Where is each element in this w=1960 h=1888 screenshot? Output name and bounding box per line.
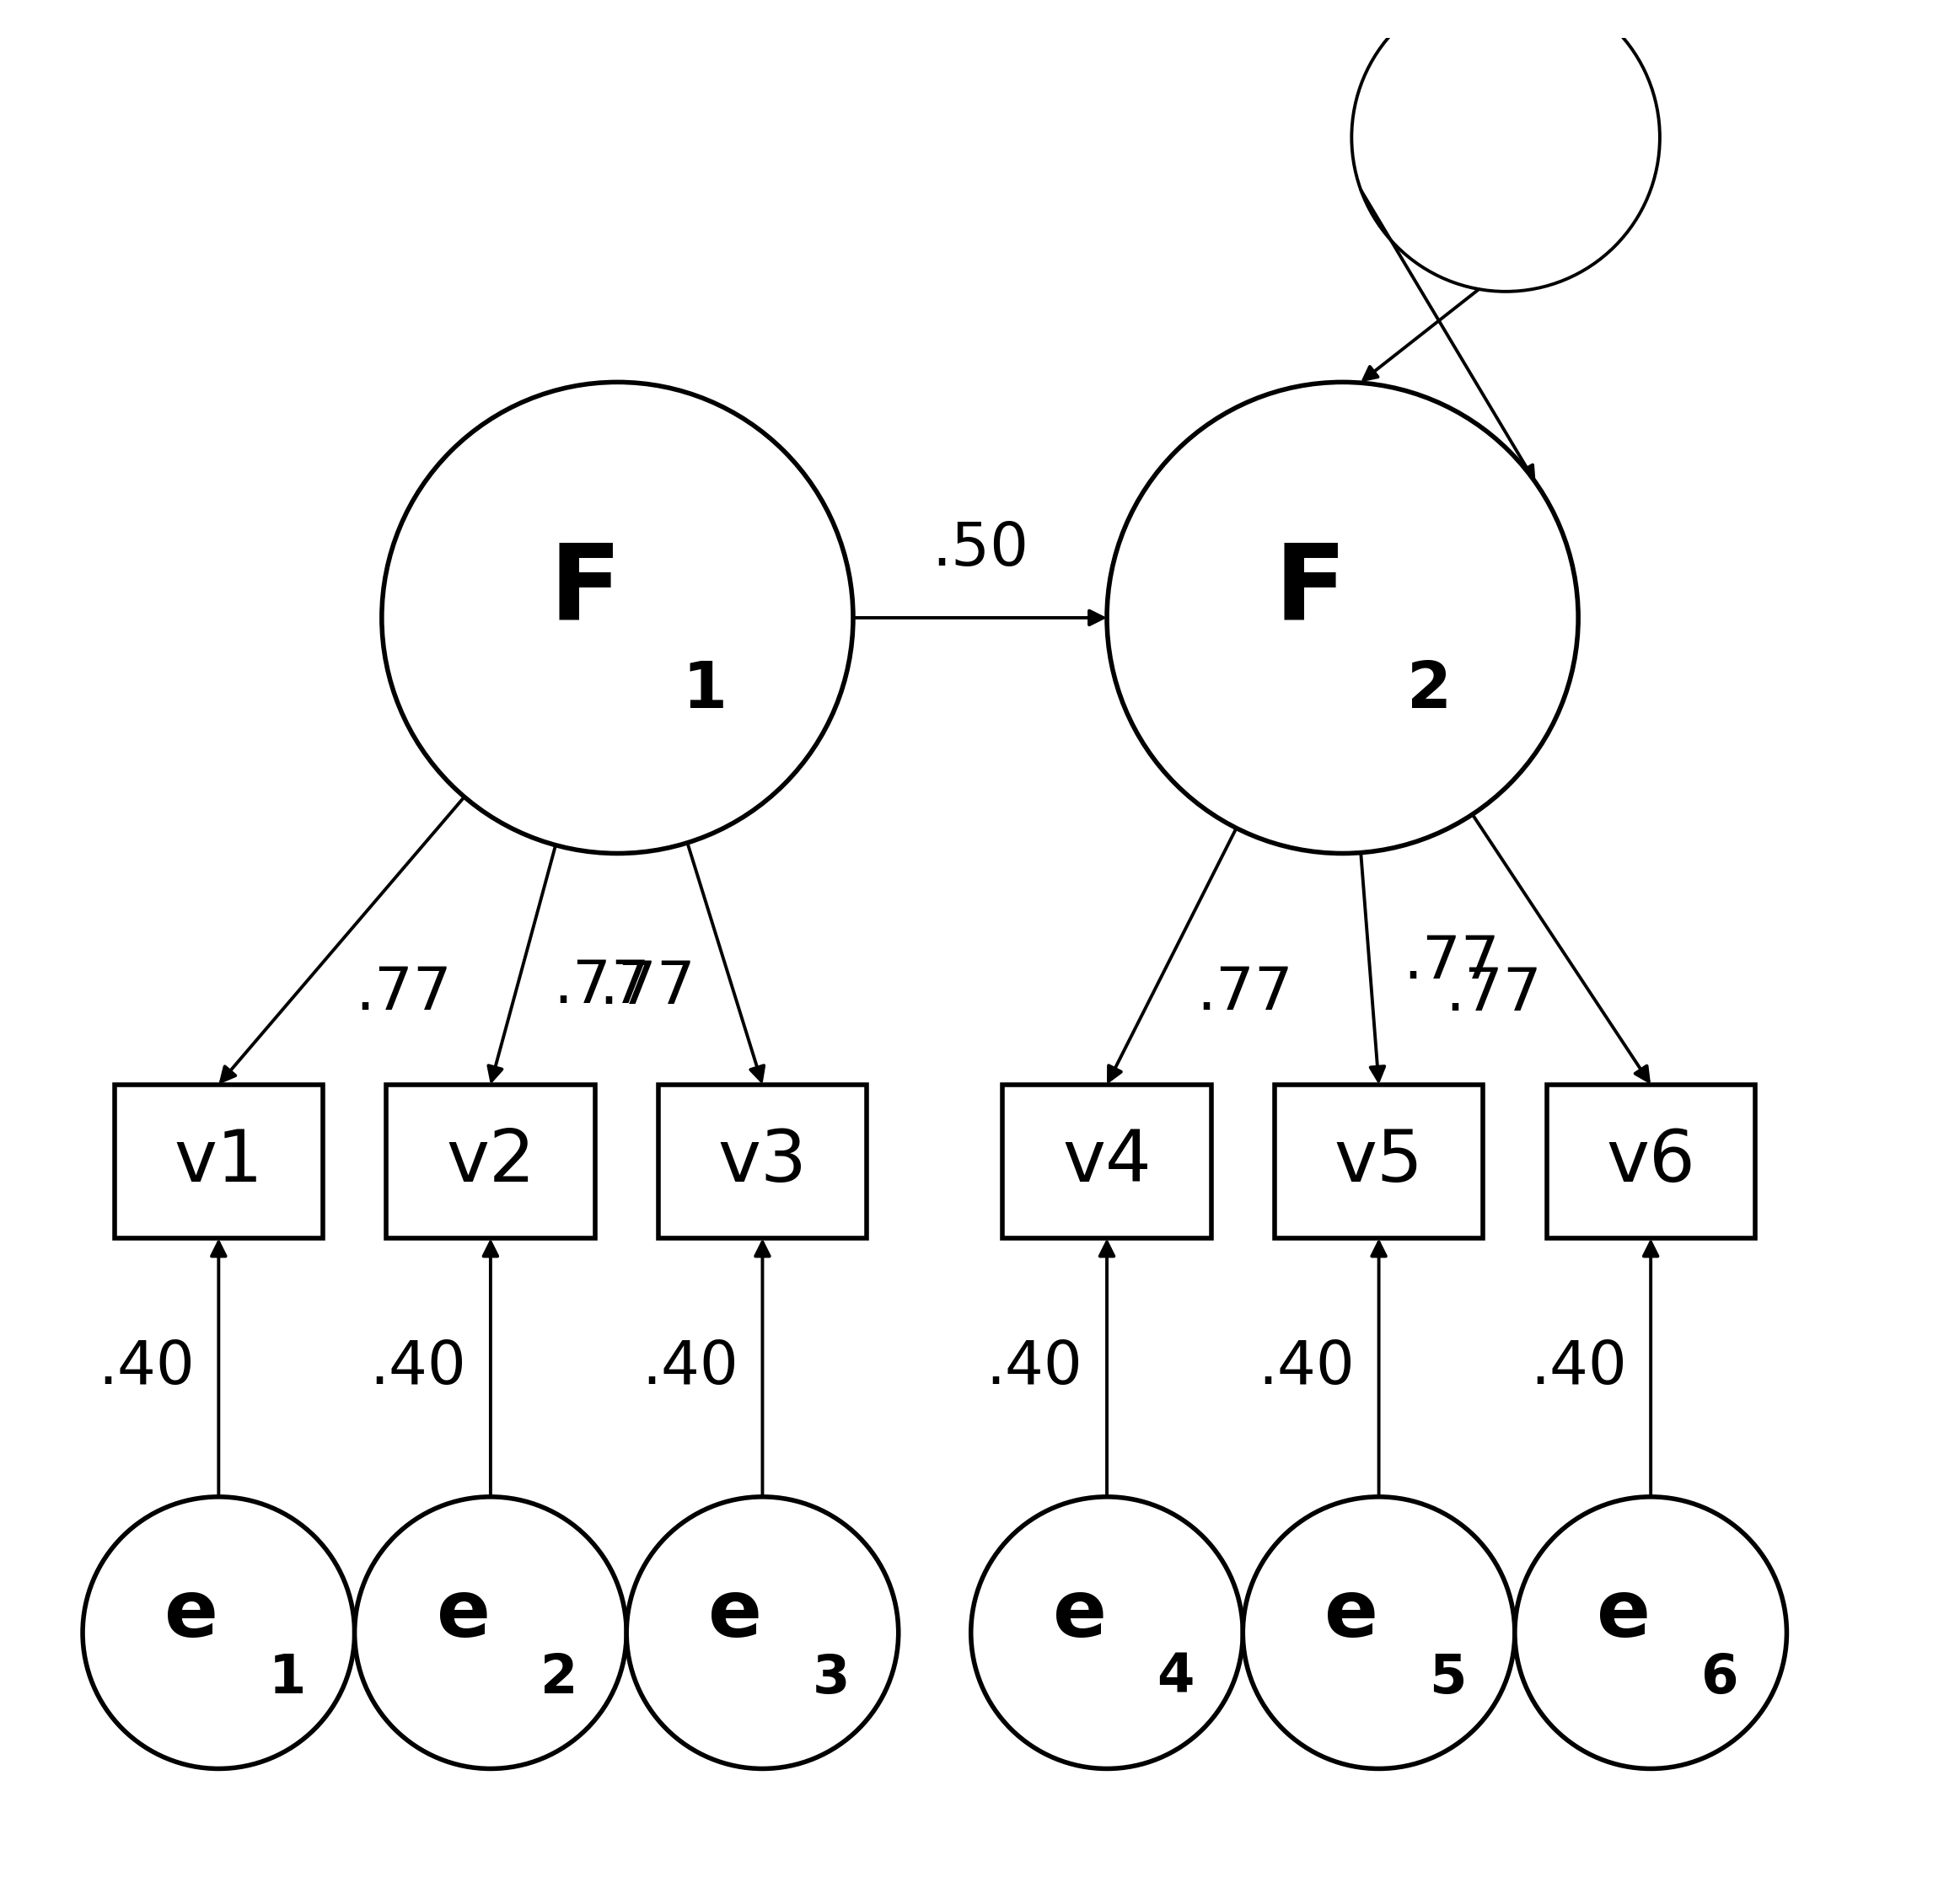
Text: 6: 6: [1701, 1652, 1739, 1705]
Circle shape: [1107, 381, 1578, 853]
Circle shape: [627, 1497, 898, 1769]
Text: v3: v3: [717, 1127, 808, 1197]
Text: 2: 2: [1407, 659, 1452, 721]
Circle shape: [1243, 1497, 1515, 1769]
Text: .77: .77: [1445, 965, 1543, 1023]
Text: .77: .77: [355, 965, 453, 1023]
Text: v4: v4: [1062, 1127, 1151, 1197]
Text: .77: .77: [1196, 965, 1294, 1021]
Bar: [1274, 1084, 1484, 1239]
Circle shape: [382, 381, 853, 853]
Text: e: e: [165, 1576, 218, 1654]
Circle shape: [1515, 1497, 1788, 1769]
Text: 5: 5: [1429, 1652, 1466, 1705]
Text: 1: 1: [269, 1652, 306, 1705]
Text: v1: v1: [174, 1127, 263, 1197]
Text: e: e: [708, 1576, 762, 1654]
Text: e: e: [1325, 1576, 1378, 1654]
Text: .40: .40: [98, 1339, 194, 1397]
Circle shape: [355, 1497, 627, 1769]
Text: 1: 1: [682, 659, 727, 721]
Bar: [114, 1084, 323, 1239]
Text: 3: 3: [813, 1652, 851, 1705]
Text: .77: .77: [598, 959, 696, 1018]
Text: e: e: [1597, 1576, 1650, 1654]
Text: .50: .50: [931, 519, 1029, 578]
Text: .40: .40: [1258, 1339, 1354, 1397]
Text: .40: .40: [370, 1339, 466, 1397]
Text: e: e: [1053, 1576, 1107, 1654]
Text: e: e: [437, 1576, 490, 1654]
Text: .40: .40: [641, 1339, 739, 1397]
Bar: [1004, 1084, 1211, 1239]
Bar: [1546, 1084, 1754, 1239]
Text: .40: .40: [986, 1339, 1082, 1397]
Text: F: F: [549, 540, 621, 642]
Text: .77: .77: [553, 957, 651, 1016]
Text: v5: v5: [1335, 1127, 1423, 1197]
Text: v6: v6: [1605, 1127, 1695, 1197]
Bar: [386, 1084, 594, 1239]
Circle shape: [82, 1497, 355, 1769]
Text: v2: v2: [447, 1127, 535, 1197]
Circle shape: [970, 1497, 1243, 1769]
Text: .77: .77: [1403, 933, 1499, 991]
Text: 4: 4: [1156, 1652, 1194, 1705]
Text: 2: 2: [541, 1652, 578, 1705]
Text: .40: .40: [1531, 1339, 1627, 1397]
Text: F: F: [1274, 540, 1347, 642]
Bar: [659, 1084, 866, 1239]
